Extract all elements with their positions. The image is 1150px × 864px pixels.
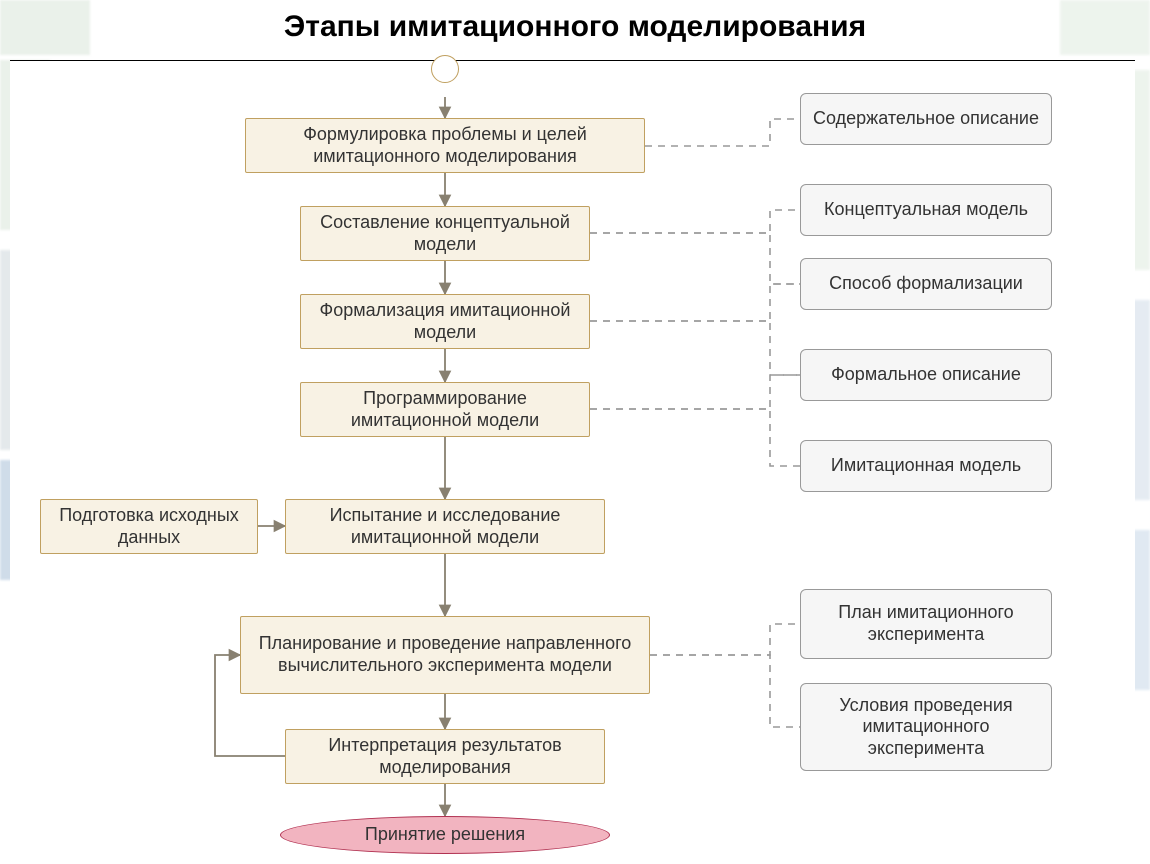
- flow-node-n5: Испытание и исследование имитационной мо…: [285, 499, 605, 554]
- flow-node-s3: Способ формализации: [800, 258, 1052, 310]
- flow-node-n4: Программирование имитационной модели: [300, 382, 590, 437]
- flow-node-s6: План имитационного эксперимента: [800, 589, 1052, 659]
- flow-node-n2: Составление концептуальной модели: [300, 206, 590, 261]
- flow-node-n3: Формализация имитационной модели: [300, 294, 590, 349]
- flow-node-s4: Формальное описание: [800, 349, 1052, 401]
- flow-node-nf: Принятие решения: [280, 816, 610, 854]
- flow-node-np: Подготовка исходных данных: [40, 499, 258, 554]
- page-title: Этапы имитационного моделирования: [0, 10, 1150, 44]
- start-node: [431, 55, 459, 83]
- diagram-canvas: Формулировка проблемы и целей имитационн…: [10, 60, 1135, 855]
- flow-node-s7: Условия проведения имитационного экспери…: [800, 683, 1052, 771]
- flow-node-n6: Планирование и проведение направленного …: [240, 616, 650, 694]
- flow-node-s5: Имитационная модель: [800, 440, 1052, 492]
- flow-node-s1: Содержательное описание: [800, 93, 1052, 145]
- flow-node-s2: Концептуальная модель: [800, 184, 1052, 236]
- flow-node-n7: Интерпретация результатов моделирования: [285, 729, 605, 784]
- flow-node-n1: Формулировка проблемы и целей имитационн…: [245, 118, 645, 173]
